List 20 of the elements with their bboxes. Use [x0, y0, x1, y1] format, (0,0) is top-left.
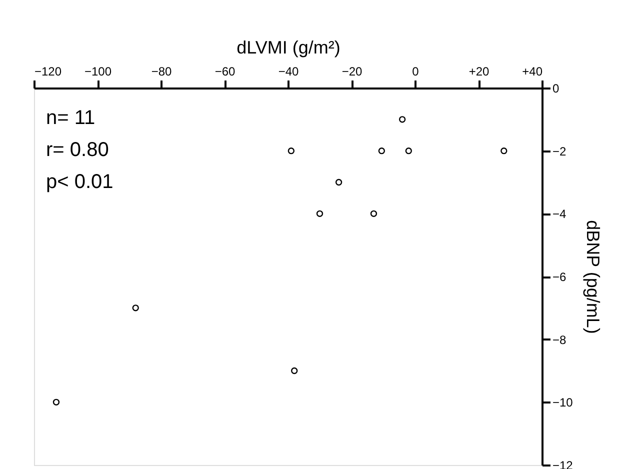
x-tick-label: +20	[468, 64, 490, 78]
x-tick-label: 0	[412, 64, 420, 78]
y-tick-label: −2	[552, 144, 567, 158]
x-tick-label: −120	[34, 64, 62, 78]
annotation: n= 11	[46, 107, 96, 129]
y-tick-label: −6	[552, 270, 567, 284]
x-tick-label: +40	[522, 64, 543, 78]
x-tick-label: −40	[278, 64, 299, 78]
x-tick-label: −60	[214, 64, 236, 78]
x-tick-label: −100	[84, 64, 112, 78]
y-tick-label: −10	[552, 396, 574, 410]
y-tick-label: −4	[552, 207, 567, 222]
x-tick-label: −80	[151, 64, 172, 78]
annotation: r= 0.80	[46, 139, 109, 161]
x-axis-title: dLVMI (g/m²)	[236, 38, 340, 58]
y-tick-label: 0	[552, 82, 560, 96]
y-axis-title: dBNP (pg/mL)	[582, 220, 603, 334]
x-tick-label: −20	[342, 64, 362, 78]
y-tick-label: −8	[552, 332, 567, 347]
annotation: p< 0.01	[46, 171, 114, 193]
